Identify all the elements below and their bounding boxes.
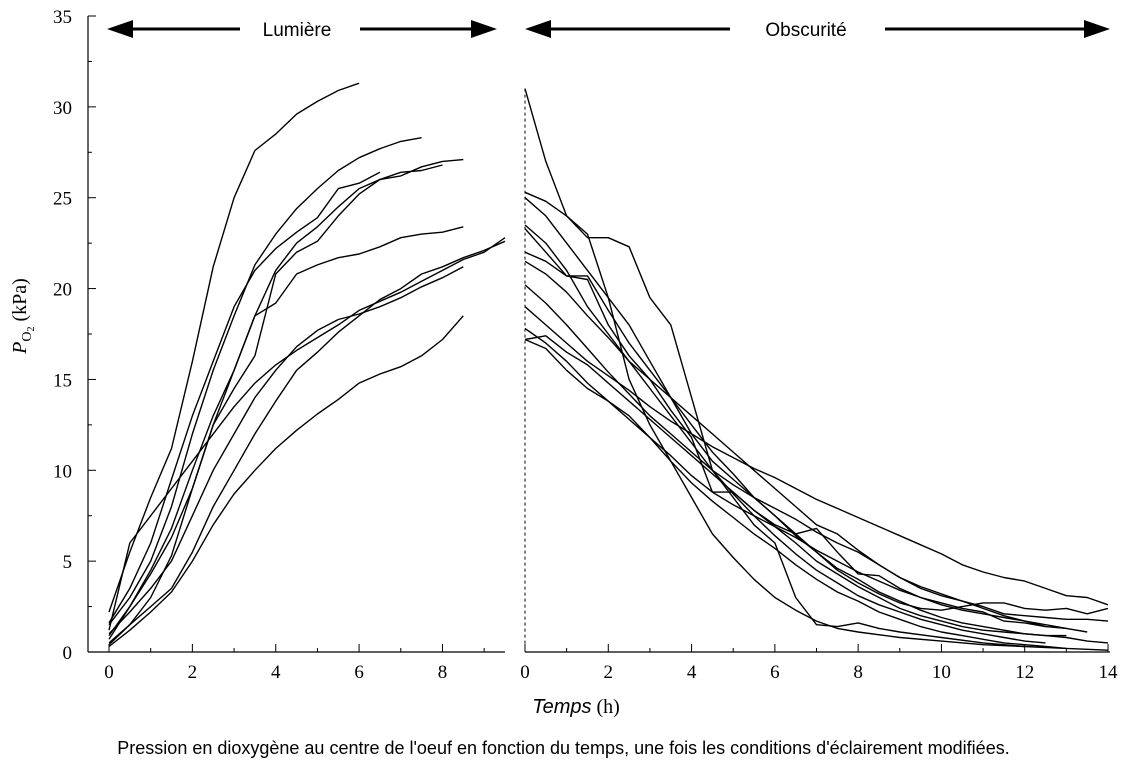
x-tick-label: 0 xyxy=(520,662,530,683)
data-series-line xyxy=(524,327,1088,633)
y-tick-label: 30 xyxy=(53,98,72,119)
x-tick-label: 2 xyxy=(188,662,198,683)
data-series-line xyxy=(108,137,422,626)
arrow-left-icon xyxy=(525,20,551,38)
oxygen-pressure-chart: 0 5 10 15 20 25 30 35 0 2 4 6 8 Lumière 0 2 4 6 8 10 12 14 Ob… xyxy=(9,7,1118,718)
dark-panel: 0 2 4 6 8 10 12 14 Obscurité xyxy=(520,20,1118,683)
y-tick-label: 20 xyxy=(53,280,72,301)
x-tick-label: 14 xyxy=(1099,662,1119,683)
arrow-right-icon xyxy=(471,20,497,38)
data-series-line xyxy=(524,88,1025,648)
y-axis-title-sub: O xyxy=(20,331,35,341)
data-series-line xyxy=(524,191,1067,650)
y-tick-label: 25 xyxy=(53,189,72,210)
data-series-line xyxy=(524,260,1046,644)
phase-label: Obscurité xyxy=(765,20,846,41)
x-axis-title-unit: (h) xyxy=(591,696,619,718)
y-axis-title-main: P xyxy=(9,342,31,355)
x-tick-label: 4 xyxy=(271,662,281,683)
y-axis-title-unit: (kPa) xyxy=(9,278,31,326)
x-tick-label: 10 xyxy=(932,662,951,683)
data-series-line xyxy=(524,335,1109,644)
arrow-left-icon xyxy=(107,20,133,38)
data-series-line xyxy=(524,284,1067,630)
data-series-line xyxy=(108,266,464,635)
y-tick-label: 0 xyxy=(63,643,73,664)
y-tick-label: 5 xyxy=(63,552,73,573)
data-series-line xyxy=(108,158,464,644)
light-panel: 0 5 10 15 20 25 30 35 0 2 4 6 8 Lumière xyxy=(53,7,506,683)
y-axis-title: PO2 (kPa) xyxy=(9,278,37,355)
x-axis-title: Temps (h) xyxy=(532,696,620,718)
x-tick-label: 0 xyxy=(104,662,114,683)
data-series-line xyxy=(108,82,360,613)
data-series-line xyxy=(524,338,1109,651)
x-tick-label: 6 xyxy=(354,662,364,683)
data-series-line xyxy=(108,164,443,637)
x-tick-label: 2 xyxy=(604,662,614,683)
y-axis-title-sub2: 2 xyxy=(26,326,37,331)
x-tick-label: 8 xyxy=(438,662,448,683)
data-series-line xyxy=(108,237,506,631)
x-tick-label: 4 xyxy=(687,662,697,683)
data-series-line xyxy=(108,171,381,624)
data-series-line xyxy=(108,226,464,640)
y-tick-label: 10 xyxy=(53,461,72,482)
svg-text:PO2 (kPa): PO2 (kPa) xyxy=(9,278,37,355)
data-series-line xyxy=(524,251,1067,637)
x-tick-label: 8 xyxy=(853,662,863,683)
data-series-line xyxy=(524,228,1046,628)
data-series-line xyxy=(524,306,1109,606)
y-tick-label: 35 xyxy=(53,7,72,28)
y-tick-label: 15 xyxy=(53,370,72,391)
phase-label: Lumière xyxy=(263,20,332,41)
x-tick-label: 6 xyxy=(770,662,780,683)
data-series-line xyxy=(108,315,464,648)
x-tick-label: 12 xyxy=(1015,662,1034,683)
data-series-line xyxy=(524,224,1109,622)
arrow-right-icon xyxy=(1084,20,1110,38)
x-axis-title-main: Temps xyxy=(532,696,591,718)
figure-caption: Pression en dioxygène au centre de l'oeu… xyxy=(117,738,1010,758)
data-series-line xyxy=(108,240,506,646)
